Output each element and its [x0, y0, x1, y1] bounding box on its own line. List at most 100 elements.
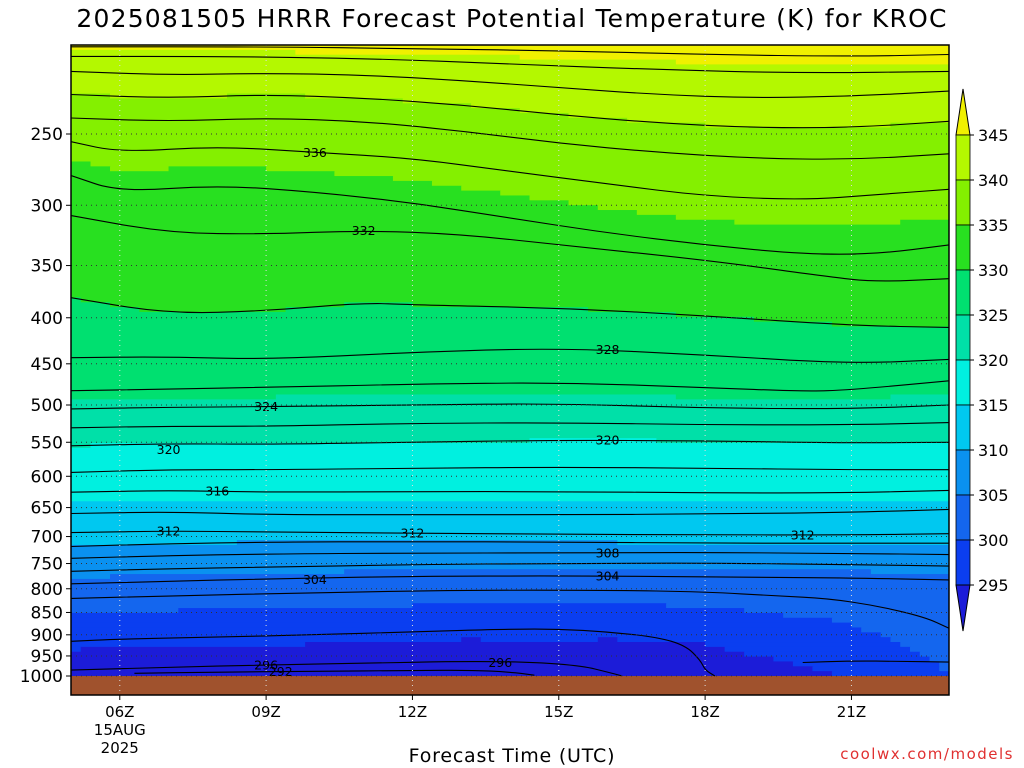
theta-band-cell	[71, 394, 277, 400]
contour-label: 292	[269, 664, 293, 679]
contour-label-text: 292	[269, 664, 293, 679]
theta-band-cell	[71, 530, 949, 536]
theta-band-cell	[71, 520, 949, 527]
contour-334	[71, 174, 949, 255]
contour-338	[71, 117, 949, 160]
contour-300	[802, 660, 949, 664]
theta-band-cell	[178, 608, 745, 614]
theta-fill	[71, 45, 949, 677]
contour-310	[71, 541, 949, 548]
theta-band-cell	[71, 331, 949, 337]
colorbar-segment	[955, 179, 971, 226]
theta-band-cell	[412, 302, 949, 308]
plot-frame	[70, 44, 950, 696]
y-tick-label: 850	[31, 603, 63, 623]
x-axis-title: Forecast Time (UTC)	[408, 745, 616, 767]
theta-band-cell	[71, 336, 949, 342]
theta-band-cell	[71, 360, 949, 366]
theta-band-cell	[71, 637, 462, 643]
credit-link[interactable]: coolwx.com/models	[840, 745, 1014, 763]
theta-band-cell	[71, 418, 949, 425]
theta-band-cell	[71, 384, 949, 391]
theta-band-cell	[412, 603, 667, 609]
contour-328	[71, 348, 949, 363]
colorbar-segment	[955, 359, 971, 406]
theta-band-cell	[392, 176, 949, 182]
theta-band-cell	[71, 603, 414, 609]
theta-band-cell	[305, 642, 706, 648]
theta-band-cell	[71, 98, 404, 104]
x-tick-label: 06Z	[105, 703, 134, 721]
theta-band-cell	[110, 166, 170, 172]
theta-band-cell	[890, 122, 949, 129]
theta-band-cell	[285, 307, 589, 313]
theta-band-cell	[773, 656, 931, 663]
theta-band-cell	[71, 166, 111, 172]
contour-label-text: 312	[157, 523, 181, 538]
contour-330	[71, 297, 949, 328]
theta-band-cell	[71, 64, 949, 70]
colorbar-label: 315	[978, 396, 1009, 415]
contour-label: 332	[352, 223, 376, 238]
grid	[71, 45, 949, 695]
contour-314	[71, 508, 949, 516]
theta-band-cell	[71, 510, 949, 517]
theta-band-cell	[71, 467, 949, 473]
y-tick-label: 600	[31, 467, 63, 487]
colorbar-label: 310	[978, 441, 1009, 460]
contour-302	[71, 589, 949, 629]
theta-band-cell	[617, 637, 892, 643]
theta-band-cell	[71, 651, 745, 658]
theta-band-cell	[71, 506, 949, 512]
theta-band-cell	[675, 59, 949, 66]
theta-band-cell	[71, 117, 628, 124]
theta-band-cell	[71, 481, 949, 488]
theta-band-cell	[675, 214, 949, 221]
theta-band-cell	[880, 632, 949, 638]
theta-band-cell	[71, 535, 949, 541]
contour-304	[71, 575, 949, 585]
theta-band-cell	[831, 617, 949, 624]
contour-300	[71, 628, 716, 677]
theta-band-cell	[71, 78, 949, 85]
colorbar-segment	[955, 269, 971, 316]
contour-324	[71, 403, 949, 410]
theta-band-cell	[71, 292, 949, 298]
theta-band-cell	[71, 612, 784, 619]
theta-band-cell	[744, 651, 921, 658]
theta-band-cell	[705, 122, 892, 129]
theta-band-cell	[890, 394, 949, 400]
theta-band-cell	[734, 219, 901, 226]
theta-band-cell	[71, 195, 531, 201]
contour-label-text: 308	[596, 545, 620, 560]
colorbar-label: 345	[978, 126, 1009, 145]
theta-band-cell	[71, 103, 472, 109]
theta-band-cell	[71, 608, 179, 614]
theta-band-cell	[71, 413, 949, 420]
theta-band-cell	[753, 316, 949, 323]
theta-band-cell	[71, 617, 833, 624]
theta-band-cell	[71, 263, 949, 269]
theta-band-cell	[71, 112, 570, 119]
theta-band-cell	[71, 438, 531, 444]
theta-band-cell	[744, 608, 949, 614]
theta-band-cell	[71, 180, 433, 187]
theta-band-cell	[71, 151, 949, 158]
theta-band-cell	[71, 345, 949, 352]
y-tick-label: 1000	[20, 667, 63, 687]
theta-band-cell	[71, 656, 774, 663]
theta-band-cell	[71, 428, 949, 434]
theta-band-cell	[71, 45, 949, 51]
theta-band-cell	[71, 447, 949, 454]
theta-band-cell	[71, 253, 949, 260]
theta-band-cell	[275, 394, 677, 400]
contour-312	[71, 530, 949, 536]
theta-band-cell	[783, 612, 949, 619]
theta-band-cell	[71, 137, 949, 143]
theta-band-cell	[71, 49, 296, 56]
contour-label: 312	[791, 527, 815, 542]
theta-band-cell	[71, 307, 140, 313]
contour-336	[71, 141, 949, 200]
